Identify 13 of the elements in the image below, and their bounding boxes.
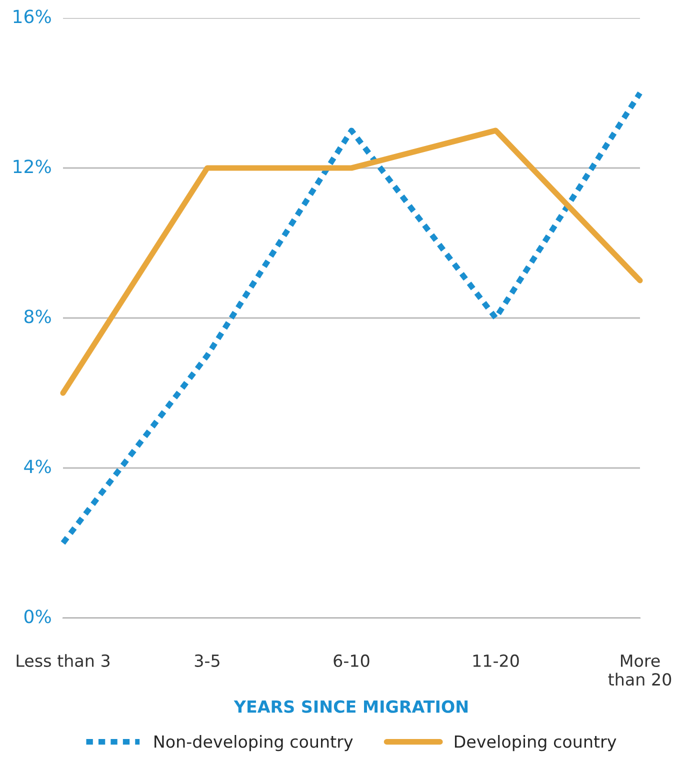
- x-axis-title: YEARS SINCE MIGRATION: [234, 700, 468, 713]
- y-tick-label: 8%: [24, 310, 51, 324]
- x-tick-label: 6-10: [334, 654, 370, 668]
- y-tick-label: 12%: [14, 160, 51, 174]
- legend-label: Non-developing country: [154, 735, 353, 752]
- x-tick-label: More than 20: [608, 654, 672, 686]
- y-tick-label: 16%: [14, 10, 51, 24]
- y-tick-label: 0%: [24, 610, 51, 624]
- x-tick-label: 11-20: [473, 654, 519, 668]
- y-tick-label: 4%: [24, 460, 51, 474]
- x-tick-label: Less than 3: [16, 654, 110, 668]
- x-tick-label: 3-5: [194, 654, 220, 668]
- legend-label: Developing country: [454, 735, 616, 752]
